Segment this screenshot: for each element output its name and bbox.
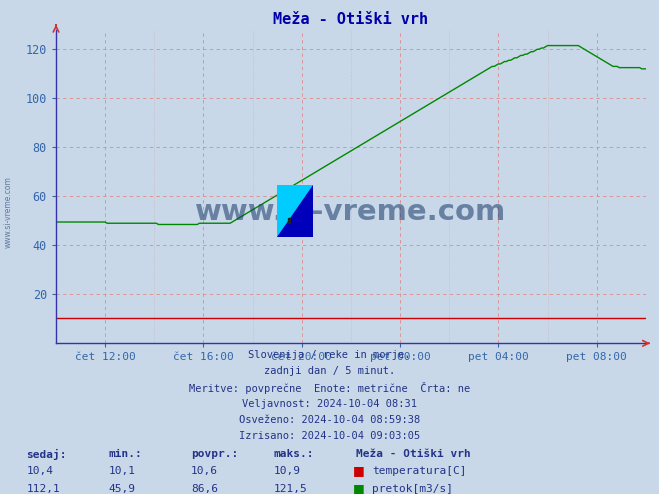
- Text: Osveženo: 2024-10-04 08:59:38: Osveženo: 2024-10-04 08:59:38: [239, 415, 420, 425]
- Text: www.si-vreme.com: www.si-vreme.com: [3, 176, 13, 248]
- Text: 45,9: 45,9: [109, 484, 136, 494]
- Polygon shape: [287, 218, 291, 223]
- Text: sedaj:: sedaj:: [26, 449, 67, 459]
- Text: pretok[m3/s]: pretok[m3/s]: [372, 484, 453, 494]
- Text: 10,6: 10,6: [191, 466, 218, 476]
- Polygon shape: [277, 185, 313, 237]
- Text: povpr.:: povpr.:: [191, 449, 239, 458]
- Text: maks.:: maks.:: [273, 449, 314, 458]
- Text: 10,9: 10,9: [273, 466, 301, 476]
- Text: min.:: min.:: [109, 449, 142, 458]
- Text: Izrisano: 2024-10-04 09:03:05: Izrisano: 2024-10-04 09:03:05: [239, 431, 420, 441]
- Text: 10,4: 10,4: [26, 466, 53, 476]
- Text: Slovenija / reke in morje.: Slovenija / reke in morje.: [248, 350, 411, 360]
- Text: ■: ■: [353, 482, 364, 494]
- Text: Meritve: povprečne  Enote: metrične  Črta: ne: Meritve: povprečne Enote: metrične Črta:…: [189, 382, 470, 394]
- Text: ■: ■: [353, 464, 364, 477]
- Text: 112,1: 112,1: [26, 484, 60, 494]
- Text: zadnji dan / 5 minut.: zadnji dan / 5 minut.: [264, 366, 395, 376]
- Text: www.si-vreme.com: www.si-vreme.com: [195, 198, 507, 226]
- Title: Meža - Otiški vrh: Meža - Otiški vrh: [273, 12, 428, 27]
- Text: temperatura[C]: temperatura[C]: [372, 466, 467, 476]
- Text: Veljavnost: 2024-10-04 08:31: Veljavnost: 2024-10-04 08:31: [242, 399, 417, 409]
- Text: 10,1: 10,1: [109, 466, 136, 476]
- Polygon shape: [277, 185, 313, 237]
- Text: 86,6: 86,6: [191, 484, 218, 494]
- Text: Meža - Otiški vrh: Meža - Otiški vrh: [356, 449, 471, 458]
- Text: 121,5: 121,5: [273, 484, 307, 494]
- Polygon shape: [277, 185, 313, 237]
